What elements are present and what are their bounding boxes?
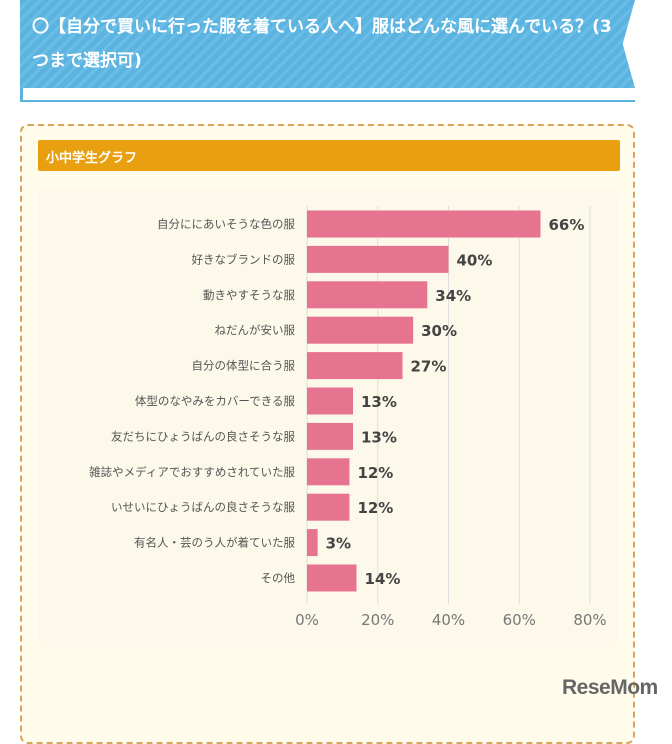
value-label: 14% — [365, 570, 401, 588]
x-tick-label: 0% — [295, 611, 319, 629]
question-banner: 〇【自分で買いに行った服を着ている人へ】服はどんな風に選んでいる？(3つまで選択… — [20, 0, 635, 88]
bar — [307, 422, 353, 450]
value-label: 40% — [457, 251, 493, 269]
category-label: いせいにひょうばんの良さそうな服 — [111, 500, 295, 514]
bar — [307, 564, 357, 592]
section-title: 小中学生グラフ — [46, 151, 138, 166]
x-tick-label: 80% — [573, 611, 606, 629]
value-label: 3% — [326, 535, 351, 553]
x-tick-label: 40% — [432, 611, 465, 629]
category-label: 自分ににあいそうな色の服 — [157, 217, 295, 231]
bar — [307, 493, 350, 521]
category-label: 好きなブランドの服 — [192, 252, 296, 266]
value-label: 12% — [357, 464, 393, 482]
question-title: 〇【自分で買いに行った服を着ている人へ】服はどんな風に選んでいる？(3つまで選択… — [32, 17, 612, 71]
bar — [307, 352, 403, 380]
category-label: ねだんが安い服 — [215, 323, 296, 337]
value-label: 30% — [421, 322, 457, 340]
bar — [307, 210, 541, 238]
banner-underline — [20, 88, 635, 102]
bar — [307, 281, 428, 309]
value-label: 13% — [361, 428, 397, 446]
bar — [307, 245, 449, 273]
resemom-logo: ReseMom — [562, 676, 658, 699]
category-label: 雑誌やメディアでおすすめされていた服 — [89, 465, 295, 479]
category-label: 友だちにひょうばんの良さそうな服 — [111, 429, 295, 443]
bar — [307, 316, 414, 344]
category-label: その他 — [261, 571, 296, 585]
section-header: 小中学生グラフ — [38, 140, 620, 171]
value-label: 12% — [357, 499, 393, 517]
category-label: 動きやすそうな服 — [203, 288, 295, 302]
category-label: 体型のなやみをカバーできる服 — [135, 394, 296, 408]
bar — [307, 529, 318, 557]
x-tick-label: 60% — [503, 611, 536, 629]
category-label: 自分の体型に合う服 — [192, 359, 296, 373]
value-label: 27% — [411, 358, 447, 376]
bar-chart: 0% 20% 40% 60% 80% 自分ににあいそうな色の服 66% 好きなブランドの服 40… — [89, 206, 607, 629]
bar — [307, 458, 350, 486]
value-label: 13% — [361, 393, 397, 411]
bar — [307, 387, 353, 415]
x-tick-label: 20% — [361, 611, 394, 629]
value-label: 34% — [435, 287, 471, 305]
category-label: 有名人・芸のう人が着ていた服 — [134, 536, 295, 550]
value-label: 66% — [548, 216, 584, 234]
